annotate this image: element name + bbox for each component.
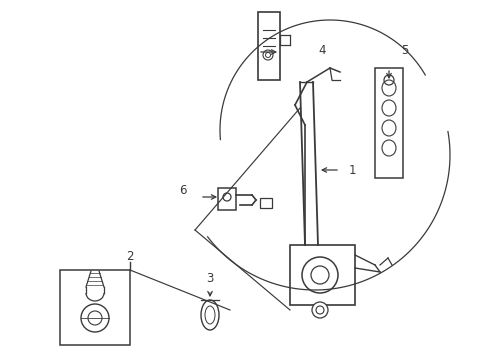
Text: 4: 4 [318,44,325,57]
Text: 6: 6 [179,184,186,197]
Bar [258,12,280,80]
Text: 3: 3 [206,271,213,284]
Text: 2: 2 [126,249,134,262]
Text: 5: 5 [401,44,408,57]
Bar [289,245,354,305]
Text: 1: 1 [347,163,355,176]
Circle shape [311,302,327,318]
Bar [218,188,236,210]
Bar [60,270,130,345]
Bar [260,198,271,208]
Bar [374,68,402,178]
